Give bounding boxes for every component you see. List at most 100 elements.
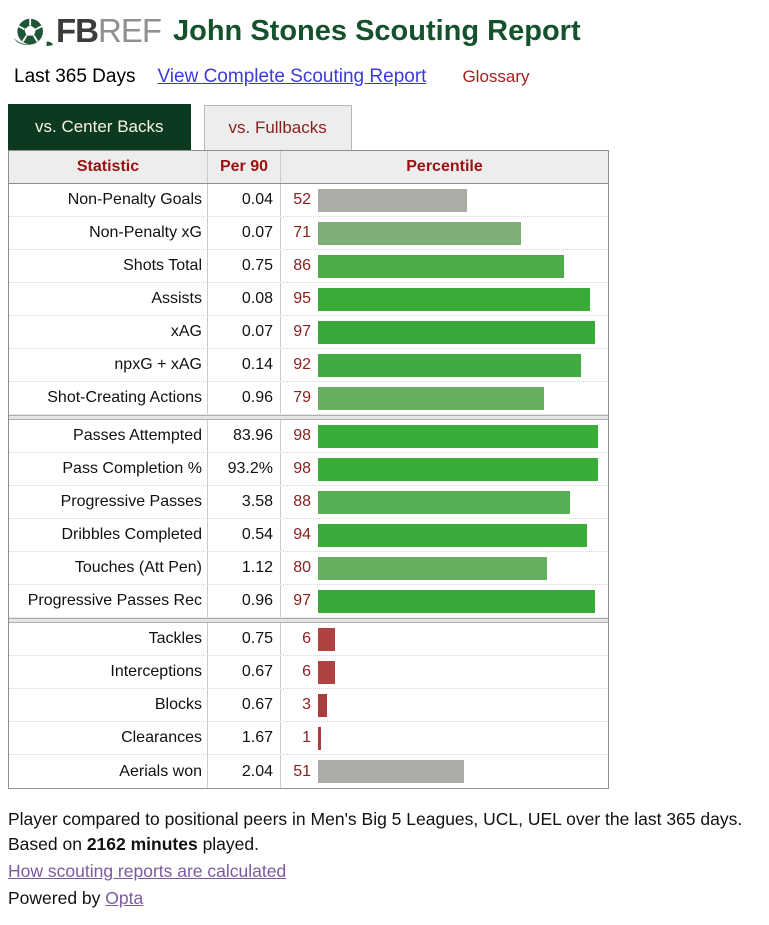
scouting-stats-table: Statistic Per 90 Percentile Non-Penalty … — [8, 150, 609, 789]
percentile-number: 98 — [293, 460, 311, 477]
statistic-name: Progressive Passes Rec — [9, 585, 208, 617]
percentile-number: 95 — [293, 290, 311, 307]
opta-link[interactable]: Opta — [105, 887, 144, 908]
stats-table-body: Non-Penalty Goals 0.04 52 Non-Penalty xG 0.0… — [9, 184, 608, 788]
how-reports-calculated-link[interactable]: How scouting reports are calculated — [8, 860, 287, 881]
statistic-name: npxG + xAG — [9, 349, 208, 381]
statistic-name: Non-Penalty Goals — [9, 184, 208, 216]
logo-text-ref: REF — [98, 12, 162, 49]
percentile-cell: 94 — [281, 519, 608, 551]
percentile-cell: 95 — [281, 283, 608, 315]
percentile-number: 97 — [293, 323, 311, 340]
table-row: Shot-Creating Actions 0.96 79 — [9, 382, 608, 415]
percentile-bar — [318, 760, 464, 783]
percentile-bar — [318, 490, 570, 514]
per90-value: 93.2% — [208, 453, 281, 485]
soccer-ball-icon — [13, 18, 53, 46]
percentile-bar — [318, 589, 595, 613]
section-divider — [9, 415, 608, 420]
statistic-name: Progressive Passes — [9, 486, 208, 518]
page-header: FB REF John Stones Scouting Report — [0, 0, 769, 50]
percentile-bar — [318, 221, 521, 245]
percentile-number: 71 — [293, 224, 311, 241]
percentile-cell: 51 — [281, 755, 608, 788]
per90-value: 0.54 — [208, 519, 281, 551]
column-header-statistic: Statistic — [9, 151, 208, 183]
percentile-number: 97 — [293, 592, 311, 609]
section-divider — [9, 618, 608, 623]
percentile-number: 88 — [293, 493, 311, 510]
percentile-number: 3 — [302, 696, 311, 713]
per90-value: 0.07 — [208, 316, 281, 348]
table-header-row: Statistic Per 90 Percentile — [9, 151, 608, 184]
footer-note: Player compared to positional peers in M… — [8, 807, 761, 910]
percentile-cell: 79 — [281, 382, 608, 414]
percentile-cell: 88 — [281, 486, 608, 518]
per90-value: 0.04 — [208, 184, 281, 216]
percentile-bar — [318, 424, 598, 448]
tab-vs-center-backs[interactable]: vs. Center Backs — [8, 104, 191, 150]
statistic-name: xAG — [9, 316, 208, 348]
statistic-name: Interceptions — [9, 656, 208, 688]
percentile-number: 92 — [293, 356, 311, 373]
percentile-bar — [318, 320, 595, 344]
table-row: Pass Completion % 93.2% 98 — [9, 453, 608, 486]
fbref-logo[interactable]: FB REF — [10, 12, 162, 50]
statistic-name: Tackles — [9, 623, 208, 655]
percentile-bar — [318, 660, 335, 684]
glossary-link[interactable]: Glossary — [462, 67, 530, 86]
percentile-bar — [318, 287, 590, 311]
table-row: Assists 0.08 95 — [9, 283, 608, 316]
statistic-name: Dribbles Completed — [9, 519, 208, 551]
logo-text-fb: FB — [56, 12, 99, 49]
table-row: Progressive Passes 3.58 88 — [9, 486, 608, 519]
table-row: Progressive Passes Rec 0.96 97 — [9, 585, 608, 618]
percentile-number: 52 — [293, 191, 311, 208]
powered-by: Powered by Opta — [8, 886, 761, 911]
percentile-bar — [318, 556, 547, 580]
percentile-bar — [318, 353, 581, 377]
per90-value: 1.67 — [208, 722, 281, 754]
per90-value: 3.58 — [208, 486, 281, 518]
table-row: Non-Penalty xG 0.07 71 — [9, 217, 608, 250]
percentile-number: 79 — [293, 389, 311, 406]
table-row: Shots Total 0.75 86 — [9, 250, 608, 283]
percentile-cell: 97 — [281, 316, 608, 348]
statistic-name: Shot-Creating Actions — [9, 382, 208, 414]
tab-vs-fullbacks[interactable]: vs. Fullbacks — [203, 105, 352, 150]
statistic-name: Aerials won — [9, 755, 208, 788]
percentile-number: 6 — [302, 630, 311, 647]
page-title: John Stones Scouting Report — [173, 14, 581, 47]
table-row: Interceptions 0.67 6 — [9, 656, 608, 689]
percentile-bar — [318, 726, 321, 750]
percentile-cell: 98 — [281, 453, 608, 485]
percentile-number: 6 — [302, 663, 311, 680]
powered-by-label: Powered by — [8, 887, 106, 908]
column-header-per90: Per 90 — [208, 151, 281, 183]
timeframe-label: Last 365 Days — [14, 66, 136, 87]
minutes-played: 2162 minutes — [86, 833, 198, 854]
percentile-number: 1 — [302, 729, 311, 746]
table-row: Clearances 1.67 1 — [9, 722, 608, 755]
meta-row: Last 365 Days View Complete Scouting Rep… — [14, 66, 769, 88]
percentile-bar — [318, 457, 598, 481]
percentile-number: 94 — [293, 526, 311, 543]
table-row: Non-Penalty Goals 0.04 52 — [9, 184, 608, 217]
view-complete-report-link[interactable]: View Complete Scouting Report — [157, 66, 427, 87]
per90-value: 2.04 — [208, 755, 281, 788]
table-row: Dribbles Completed 0.54 94 — [9, 519, 608, 552]
statistic-name: Shots Total — [9, 250, 208, 282]
table-row: Aerials won 2.04 51 — [9, 755, 608, 788]
percentile-number: 86 — [293, 257, 311, 274]
table-row: Blocks 0.67 3 — [9, 689, 608, 722]
per90-value: 0.96 — [208, 382, 281, 414]
per90-value: 0.96 — [208, 585, 281, 617]
percentile-number: 98 — [293, 427, 311, 444]
statistic-name: Clearances — [9, 722, 208, 754]
percentile-cell: 1 — [281, 722, 608, 754]
percentile-cell: 98 — [281, 420, 608, 452]
statistic-name: Passes Attempted — [9, 420, 208, 452]
table-row: npxG + xAG 0.14 92 — [9, 349, 608, 382]
per90-value: 0.08 — [208, 283, 281, 315]
percentile-cell: 6 — [281, 656, 608, 688]
